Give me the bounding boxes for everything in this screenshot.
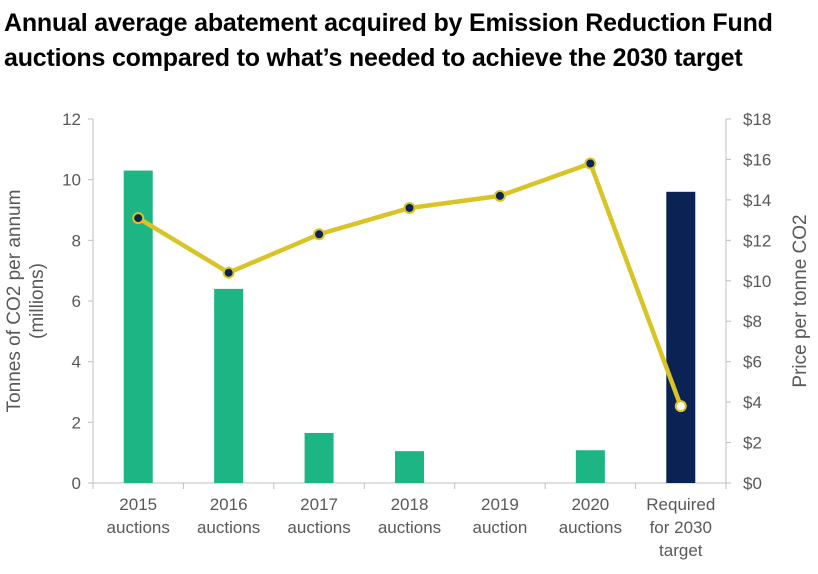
right-tick-label: $18 [743,110,771,129]
x-category-label: 2018 [391,495,429,514]
right-axis-title: Price per tonne CO2 [790,214,811,387]
x-category-label: 2020 [571,495,609,514]
bar-2 [214,288,244,483]
right-tick-label: $12 [743,231,771,250]
bar-7 [666,191,696,484]
price-point-4 [403,201,416,214]
right-tick-label: $4 [743,393,762,412]
left-axis-title: Tonnes of CO2 per annum [4,190,25,413]
left-tick-label: 4 [72,353,81,372]
x-category-label: for 2030 [650,518,712,537]
price-point-2 [222,266,235,279]
x-category-label: Required [646,495,715,514]
x-category-label: 2019 [481,495,519,514]
chart-title: Annual average abatement acquired by Emi… [4,6,814,76]
price-point-7 [674,400,687,413]
right-tick-label: $6 [743,353,762,372]
left-tick-label: 0 [72,474,81,493]
x-category-label: auctions [559,518,622,537]
left-axis-title-line-2: (millions) [27,263,48,339]
left-tick-label: 10 [62,171,81,190]
price-point-1 [132,212,145,225]
right-tick-label: $16 [743,150,771,169]
x-category-label: target [659,541,703,560]
chart-title-line-1: Annual average abatement acquired by Emi… [4,9,773,37]
right-tick-label: $8 [743,312,762,331]
x-category-label: auction [473,518,528,537]
price-point-6 [584,157,597,170]
bar-6 [575,450,605,483]
price-point-3 [313,228,326,241]
bar-4 [395,451,424,483]
x-category-label: auctions [287,518,350,537]
x-category-label: auctions [107,518,170,537]
x-category-label: 2015 [119,495,157,514]
x-category-label: auctions [378,518,441,537]
x-category-label: auctions [197,518,260,537]
left-tick-label: 8 [72,231,81,250]
left-tick-label: 6 [72,292,81,311]
price-point-5 [493,189,506,202]
right-tick-label: $2 [743,434,762,453]
x-category-label: 2016 [210,495,248,514]
right-tick-label: $0 [743,474,762,493]
right-tick-label: $10 [743,272,771,291]
left-tick-label: 2 [72,413,81,432]
chart-title-line-2: auctions compared to what’s needed to ac… [4,44,743,72]
bar-3 [304,432,334,483]
right-tick-label: $14 [743,191,771,210]
left-tick-label: 12 [62,110,81,129]
x-category-label: 2017 [300,495,338,514]
